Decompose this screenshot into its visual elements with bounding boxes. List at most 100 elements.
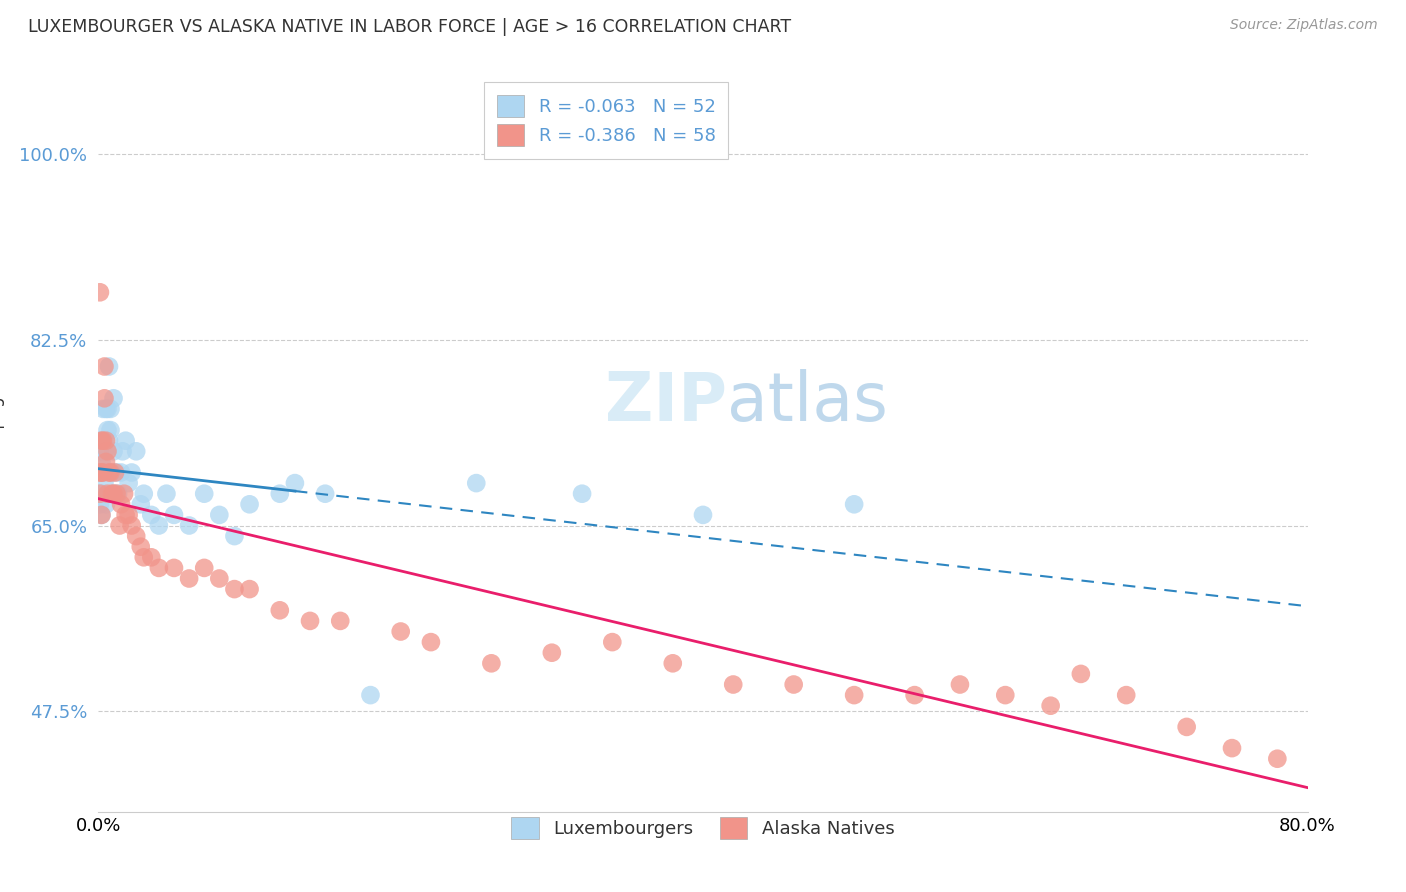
Point	[465, 476, 488, 491]
Point	[420, 635, 443, 649]
Point	[132, 550, 155, 565]
Point	[90, 508, 112, 522]
Point	[101, 486, 124, 500]
Point	[481, 657, 503, 671]
Point	[1267, 752, 1289, 766]
Point	[118, 476, 141, 491]
Point	[155, 486, 177, 500]
Point	[269, 603, 291, 617]
Point	[148, 518, 170, 533]
Text: atlas: atlas	[727, 369, 889, 435]
Point	[93, 392, 115, 406]
Point	[91, 466, 114, 480]
Point	[783, 677, 806, 691]
Point	[1115, 688, 1137, 702]
Point	[1039, 698, 1062, 713]
Point	[94, 497, 117, 511]
Point	[329, 614, 352, 628]
Point	[89, 285, 111, 300]
Point	[90, 466, 112, 480]
Text: ZIP: ZIP	[605, 369, 727, 435]
Legend: Luxembourgers, Alaska Natives: Luxembourgers, Alaska Natives	[498, 803, 908, 854]
Point	[114, 434, 136, 448]
Point	[224, 582, 246, 596]
Point	[107, 486, 129, 500]
Point	[269, 486, 291, 500]
Point	[105, 486, 128, 500]
Point	[90, 508, 112, 522]
Point	[844, 688, 866, 702]
Point	[224, 529, 246, 543]
Point	[163, 561, 186, 575]
Point	[208, 508, 231, 522]
Point	[1175, 720, 1198, 734]
Point	[389, 624, 412, 639]
Point	[118, 508, 141, 522]
Point	[112, 486, 135, 500]
Point	[1220, 741, 1243, 756]
Point	[91, 401, 114, 416]
Point	[103, 392, 125, 406]
Point	[208, 572, 231, 586]
Point	[110, 466, 132, 480]
Point	[994, 688, 1017, 702]
Point	[132, 486, 155, 500]
Point	[111, 444, 134, 458]
Point	[104, 486, 127, 500]
Point	[314, 486, 336, 500]
Point	[692, 508, 714, 522]
Point	[239, 497, 262, 511]
Point	[98, 359, 121, 374]
Point	[90, 434, 112, 448]
Point	[125, 529, 148, 543]
Point	[94, 455, 117, 469]
Point	[98, 434, 121, 448]
Point	[100, 423, 122, 437]
Point	[89, 434, 111, 448]
Point	[93, 359, 115, 374]
Point	[661, 657, 683, 671]
Point	[91, 466, 114, 480]
Point	[93, 444, 115, 458]
Point	[179, 572, 201, 586]
Point	[121, 466, 143, 480]
Text: LUXEMBOURGER VS ALASKA NATIVE IN LABOR FORCE | AGE > 16 CORRELATION CHART: LUXEMBOURGER VS ALASKA NATIVE IN LABOR F…	[28, 18, 792, 36]
Point	[540, 646, 562, 660]
Point	[103, 444, 125, 458]
Point	[89, 486, 111, 500]
Point	[299, 614, 322, 628]
Point	[602, 635, 624, 649]
Point	[129, 497, 152, 511]
Point	[94, 434, 117, 448]
Point	[103, 486, 125, 500]
Point	[104, 466, 127, 480]
Point	[163, 508, 186, 522]
Point	[193, 486, 215, 500]
Text: Source: ZipAtlas.com: Source: ZipAtlas.com	[1230, 18, 1378, 32]
Point	[105, 466, 128, 480]
Point	[141, 508, 163, 522]
Y-axis label: In Labor Force | Age > 16: In Labor Force | Age > 16	[0, 340, 6, 552]
Point	[723, 677, 745, 691]
Point	[949, 677, 972, 691]
Point	[108, 518, 131, 533]
Point	[93, 476, 115, 491]
Point	[114, 508, 136, 522]
Point	[101, 466, 124, 480]
Point	[90, 486, 112, 500]
Point	[125, 444, 148, 458]
Point	[141, 550, 163, 565]
Point	[91, 486, 114, 500]
Point	[239, 582, 262, 596]
Point	[94, 401, 117, 416]
Point	[96, 423, 118, 437]
Point	[110, 497, 132, 511]
Point	[844, 497, 866, 511]
Point	[360, 688, 382, 702]
Point	[148, 561, 170, 575]
Point	[1070, 667, 1092, 681]
Point	[90, 455, 112, 469]
Point	[179, 518, 201, 533]
Point	[89, 444, 111, 458]
Point	[89, 486, 111, 500]
